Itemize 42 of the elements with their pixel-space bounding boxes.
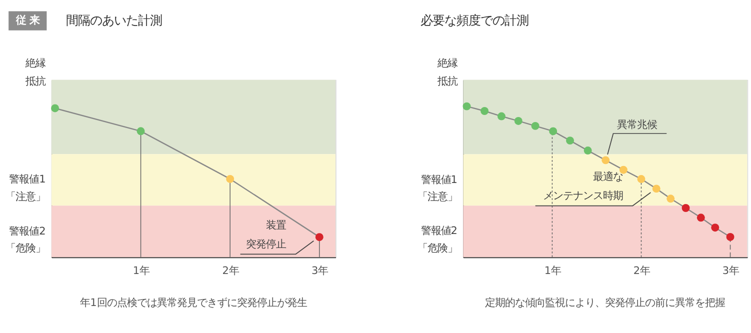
x-tick-label: 3年 [722,264,740,277]
point [637,175,646,184]
y-axis-title: 絶縁抵抗 [24,58,46,88]
point [711,224,720,232]
annotation: 装置 [266,220,286,232]
x-tick-label: 2年 [222,264,239,277]
annotation: 突発停止 [246,238,286,251]
point [666,194,675,203]
annotation: メンテナンス時期 [543,190,624,202]
annotation: 最適な [593,171,624,184]
text: 年1回の点検では異常発見できずに突発停止が発生 [80,296,307,309]
point [696,214,705,222]
chart-title: 必要な頻度での計測 [420,14,528,28]
point [462,102,471,110]
point [315,233,324,242]
point [584,146,592,155]
point [726,232,734,241]
point [566,136,574,145]
point [497,112,506,120]
x-tick-label: 2年 [633,264,650,277]
point [51,104,60,112]
point [514,116,522,125]
point [226,175,234,183]
point [136,127,145,136]
point [549,127,558,136]
text: 定期的な傾向監視により、突発停止の前に異常を把握 [485,296,726,309]
band-label: 警報値1 「注意」 [6,174,46,203]
x-tick-label: 3年 [312,264,328,277]
point [682,204,690,212]
annotation: 異常兆候 [617,118,658,131]
x-tick-label: 1年 [544,264,562,277]
point [480,107,489,115]
band-label: 警報値1 「注意」 [417,174,458,203]
y-axis-title: 絶縁抵抗 [436,58,458,88]
band-label: 警報値2 「危険」 [6,225,46,254]
point [602,156,610,164]
point [652,184,660,193]
band-label: 警報値2 「危険」 [417,225,458,254]
chart-subtitle: 従 来 [14,14,40,27]
point [531,122,540,130]
x-tick-label: 1年 [132,264,150,277]
chart-title: 間隔のあいた計測 [66,14,162,28]
